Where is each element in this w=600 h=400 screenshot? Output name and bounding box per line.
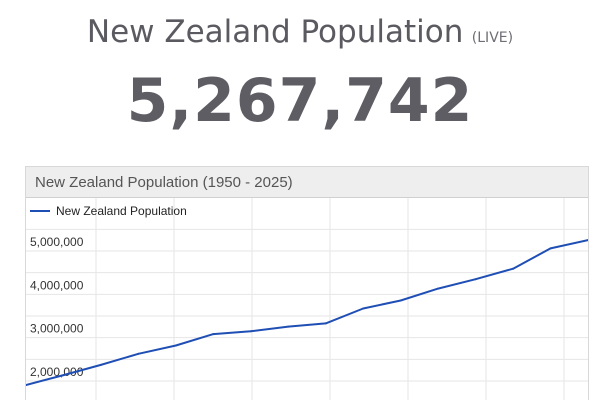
data-point [249, 330, 252, 333]
data-point [474, 278, 477, 281]
data-point [174, 344, 177, 347]
y-tick-label: 3,000,000 [30, 322, 84, 336]
data-point [362, 307, 365, 310]
data-point [212, 333, 215, 336]
y-tick-label: 5,000,000 [30, 235, 84, 249]
data-point [26, 384, 27, 386]
population-counter: 5,267,742 [126, 66, 474, 136]
chart-header: New Zealand Population (1950 - 2025) [26, 167, 588, 198]
data-point [437, 287, 440, 290]
data-point [62, 374, 65, 377]
page-title: New Zealand Population [86, 14, 464, 50]
data-point [287, 325, 290, 328]
data-point [512, 267, 515, 270]
y-tick-label: 2,000,000 [30, 365, 84, 379]
chart-title: New Zealand Population (1950 - 2025) [35, 174, 293, 191]
y-tick-label: 4,000,000 [30, 278, 84, 292]
population-line-chart: 2,000,000 3,000,000 4,000,000 5,000,000 New … [26, 198, 588, 400]
data-point [399, 299, 402, 302]
chart-container: New Zealand Population (1950 - 2025) 2,0… [25, 166, 589, 400]
live-tag: (LIVE) [471, 30, 514, 46]
data-point [137, 352, 140, 355]
data-point [99, 363, 102, 366]
page-title-row: New Zealand Population (LIVE) [0, 14, 600, 50]
series-line [26, 239, 588, 386]
data-point [587, 239, 588, 242]
data-point [549, 247, 552, 250]
legend-label: New Zealand Population [56, 204, 187, 218]
data-point [324, 322, 327, 325]
